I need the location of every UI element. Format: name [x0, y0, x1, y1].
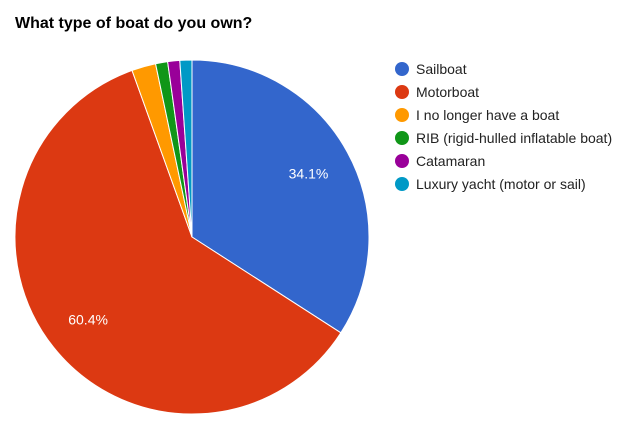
legend-item: Sailboat	[395, 60, 635, 78]
legend-item: RIB (rigid-hulled inflatable boat)	[395, 129, 635, 147]
legend-label: RIB (rigid-hulled inflatable boat)	[416, 130, 613, 146]
chart-legend: Sailboat Motorboat I no longer have a boat…	[395, 60, 635, 198]
legend-swatch	[395, 177, 409, 191]
legend-label: Catamaran	[416, 153, 486, 169]
legend-swatch	[395, 131, 409, 145]
legend-swatch	[395, 154, 409, 168]
slice-data-label: 60.4%	[68, 312, 108, 328]
legend-label: Motorboat	[416, 84, 480, 100]
chart-title: What type of boat do you own?	[15, 15, 253, 32]
pie-slice-luxury-yacht-motor-or-sail	[179, 59, 193, 238]
legend-item: Luxury yacht (motor or sail)	[395, 175, 635, 193]
legend-item: Catamaran	[395, 152, 635, 170]
pie-slice-sailboat	[191, 59, 370, 334]
legend-label: I no longer have a boat	[416, 107, 560, 123]
legend-label: Luxury yacht (motor or sail)	[416, 176, 586, 192]
legend-swatch	[395, 108, 409, 122]
pie-slice-motorboat	[14, 69, 342, 415]
legend-item: I no longer have a boat	[395, 106, 635, 124]
legend-item: Motorboat	[395, 83, 635, 101]
slice-data-label: 34.1%	[289, 165, 329, 181]
legend-swatch	[395, 85, 409, 99]
legend-swatch	[395, 62, 409, 76]
legend-label: Sailboat	[416, 61, 467, 77]
